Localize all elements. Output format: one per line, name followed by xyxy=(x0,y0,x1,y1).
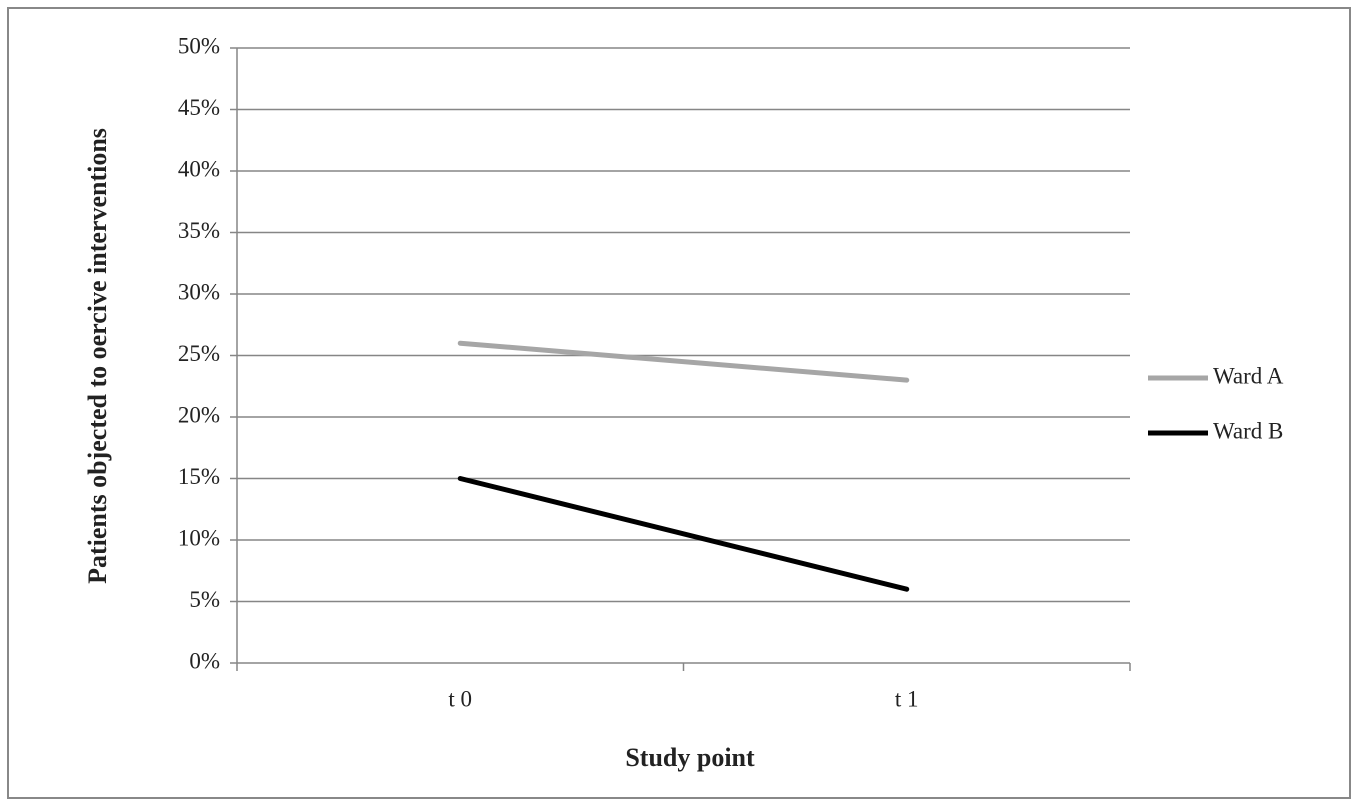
data-line xyxy=(457,476,910,592)
y-tick-label: 25% xyxy=(178,341,220,366)
y-tick-label: 15% xyxy=(178,464,220,489)
data-line xyxy=(457,340,910,383)
y-tick-label: 30% xyxy=(178,279,220,304)
x-axis-title: Study point xyxy=(625,743,755,772)
y-axis-title: Patients objected to oercive interventio… xyxy=(83,128,112,584)
y-tick-label: 5% xyxy=(189,587,220,612)
legend-label: Ward A xyxy=(1213,363,1284,388)
chart-border xyxy=(7,7,1351,799)
y-tick-label: 50% xyxy=(178,33,220,58)
legend-label: Ward B xyxy=(1213,418,1283,443)
y-tick-label: 10% xyxy=(178,525,220,550)
x-tick-label: t 0 xyxy=(448,686,472,711)
y-tick-label: 35% xyxy=(178,218,220,243)
x-tick-label: t 1 xyxy=(895,686,919,711)
y-tick-label: 40% xyxy=(178,156,220,181)
y-tick-label: 20% xyxy=(178,402,220,427)
y-tick-label: 45% xyxy=(178,95,220,120)
y-tick-label: 0% xyxy=(189,648,220,673)
